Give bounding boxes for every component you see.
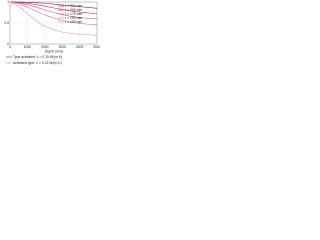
annotation: Type activated: λ = 0.15 W/(m K) [13, 55, 62, 59]
x-axis-label: Depth (mm) [45, 49, 63, 53]
line [9, 1, 98, 20]
legend-label: r = 200 mm [65, 8, 82, 12]
x-tick-label: 2000 [41, 45, 49, 49]
y-tick-label: 0 [7, 42, 9, 46]
legend-label: r = 100 mm [65, 20, 82, 24]
x-tick-label: 1000 [24, 45, 32, 49]
line [9, 1, 98, 25]
chart: Depth (mm) Type activated: λ = 0.15 W/(m… [0, 0, 101, 69]
y-tick-label: 0.5 [4, 21, 9, 25]
annotation: Activated type: λ = 0.13 W/(m K) [13, 61, 62, 65]
y-tick-label: 1 [7, 0, 9, 4]
x-tick-label: 0 [9, 45, 11, 49]
line [9, 1, 98, 36]
x-tick-label: 3000 [58, 45, 66, 49]
x-tick-label: 5000 [93, 45, 100, 49]
legend-label: r = 300 mm [65, 4, 82, 8]
legend-label: r = 150 mm [65, 16, 82, 20]
x-tick-label: 4000 [76, 45, 84, 49]
line [10, 1, 98, 9]
legend-label: r = 175 mm [65, 12, 82, 16]
line [9, 1, 98, 15]
